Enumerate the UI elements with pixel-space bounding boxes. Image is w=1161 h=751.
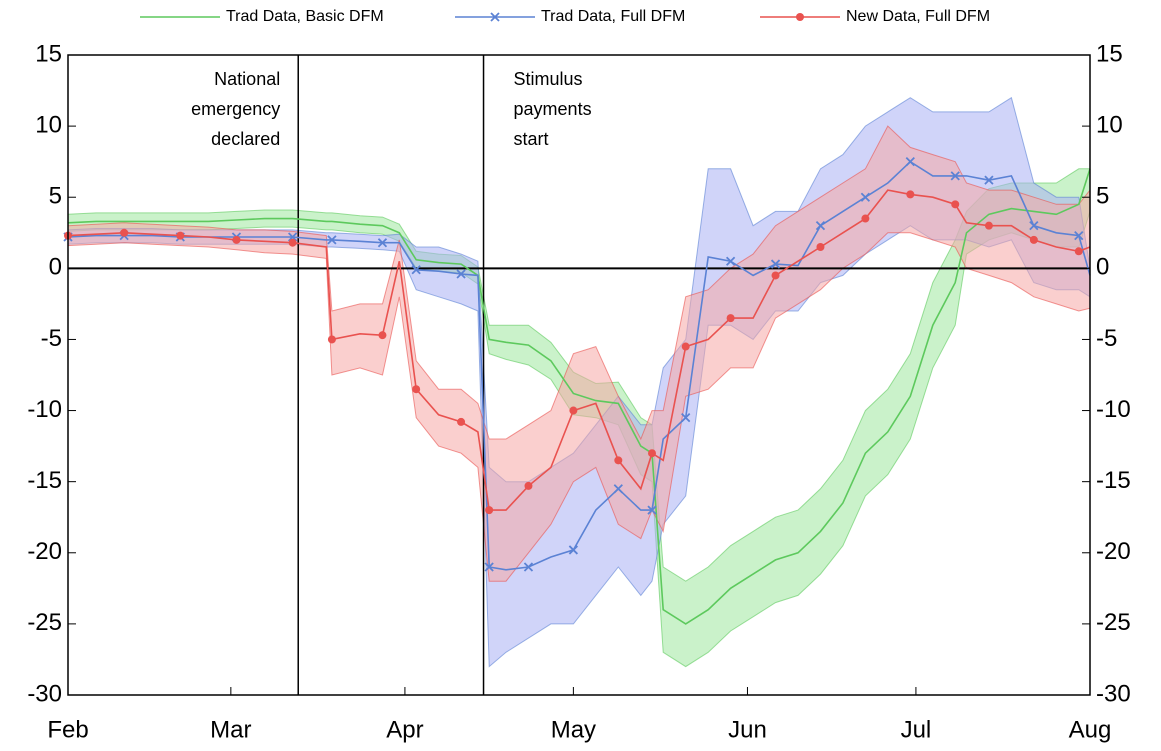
x-tick-label: May [551, 716, 596, 743]
y-tick-label: 10 [35, 111, 62, 138]
marker [861, 214, 870, 223]
marker [485, 506, 494, 515]
marker [905, 157, 915, 167]
y2-tick-label: -10 [1096, 396, 1131, 423]
marker [725, 256, 736, 266]
marker [613, 484, 623, 494]
marker [456, 269, 466, 279]
x-tick-label: Apr [386, 716, 423, 743]
marker [411, 265, 421, 275]
marker [1074, 230, 1084, 241]
marker [327, 235, 337, 245]
y2-tick-label: 5 [1096, 183, 1109, 210]
marker [647, 505, 657, 515]
marker [815, 221, 826, 231]
annotation-text: declared [211, 129, 280, 149]
y-tick-label: -30 [27, 680, 62, 707]
annotation-text: National [214, 69, 280, 89]
marker [232, 235, 241, 244]
marker [950, 171, 960, 181]
marker [377, 238, 388, 248]
marker [681, 413, 691, 423]
marker [984, 221, 993, 230]
marker [412, 385, 421, 394]
marker [614, 456, 623, 465]
y2-tick-label: -20 [1096, 538, 1131, 565]
y-tick-label: -20 [27, 538, 62, 565]
series-line [67, 160, 1091, 571]
marker [770, 259, 781, 269]
marker [569, 406, 578, 415]
annotation-text: start [514, 129, 549, 149]
marker [1074, 247, 1083, 256]
marker [816, 243, 825, 251]
legend-label: Trad Data, Full DFM [541, 8, 685, 25]
legend-label: New Data, Full DFM [846, 8, 990, 25]
y-tick-label: 5 [49, 183, 62, 210]
x-tick-label: Aug [1069, 716, 1112, 743]
series-line [67, 189, 1091, 511]
y-tick-label: 15 [35, 40, 62, 67]
x-tick-label: Jul [901, 716, 932, 743]
marker [176, 231, 185, 240]
y2-tick-label: 15 [1096, 40, 1123, 67]
marker [288, 238, 297, 247]
series-line [67, 168, 1091, 625]
y-tick-label: 0 [49, 254, 62, 281]
marker [648, 449, 656, 458]
marker [984, 175, 994, 185]
marker [120, 228, 129, 237]
y-tick-label: -15 [27, 467, 62, 494]
y-tick-label: -5 [41, 325, 62, 352]
x-tick-label: Mar [210, 716, 251, 743]
annotation-text: emergency [191, 99, 280, 119]
y-tick-label: -10 [27, 396, 62, 423]
marker [568, 545, 579, 555]
marker [771, 271, 780, 280]
legend-label: Trad Data, Basic DFM [226, 8, 384, 25]
marker [1029, 235, 1038, 244]
y2-tick-label: -25 [1096, 609, 1131, 636]
marker [1029, 221, 1039, 231]
marker [524, 481, 533, 490]
marker [523, 562, 534, 572]
x-tick-label: Jun [728, 716, 767, 743]
marker [378, 331, 387, 340]
y2-tick-label: -15 [1096, 467, 1131, 494]
marker [681, 342, 690, 351]
annotation-text: Stimulus [514, 69, 583, 89]
y2-tick-label: 0 [1096, 254, 1109, 281]
y2-tick-label: -5 [1096, 325, 1117, 352]
y2-tick-label: 10 [1096, 111, 1123, 138]
marker [484, 562, 494, 572]
y-tick-label: -25 [27, 609, 62, 636]
marker [287, 232, 298, 242]
annotation-text: payments [514, 99, 592, 119]
marker [860, 192, 871, 202]
marker [906, 190, 915, 199]
legend-marker [490, 12, 500, 22]
marker [327, 335, 336, 344]
marker [726, 314, 735, 323]
marker [457, 417, 466, 426]
y2-tick-label: -30 [1096, 680, 1131, 707]
plot-frame [67, 54, 1091, 696]
x-tick-label: Feb [47, 716, 88, 743]
legend-marker [796, 13, 804, 21]
marker [951, 200, 960, 209]
